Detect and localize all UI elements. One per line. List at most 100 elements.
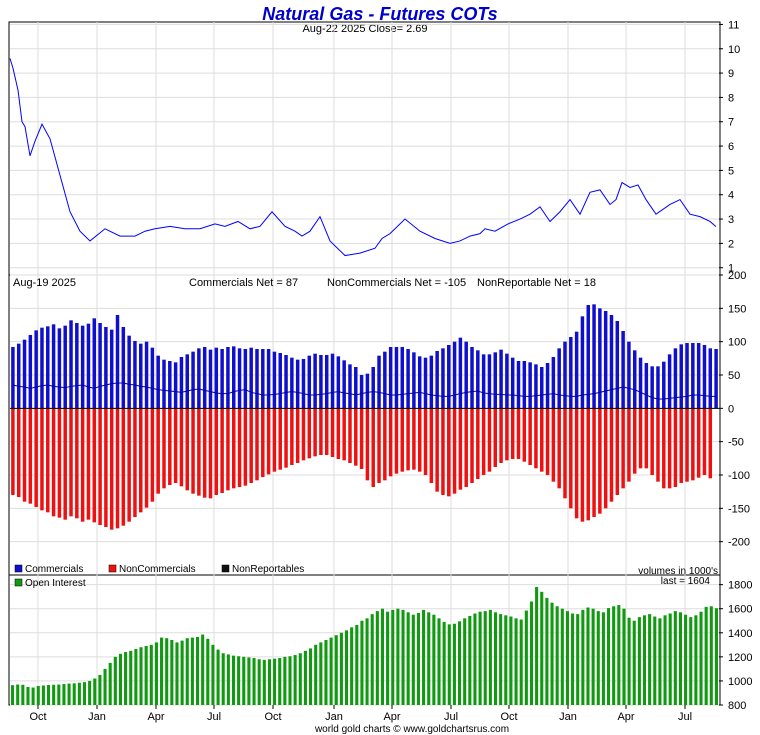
open-interest-bar xyxy=(273,658,277,705)
cot-tick-label-7: -150 xyxy=(728,503,750,515)
chart-title: Natural Gas - Futures COTs xyxy=(262,4,497,24)
price-tick-label-10: 11 xyxy=(728,19,739,31)
noncommercials-bar xyxy=(394,408,399,474)
price-tick-label-2: 3 xyxy=(728,214,734,226)
commercials-bar xyxy=(627,341,631,409)
open-interest-bar xyxy=(57,684,61,705)
price-line xyxy=(9,58,717,257)
noncommercials-bar xyxy=(156,408,160,494)
commercials-bar xyxy=(632,350,637,409)
noncommercials-bar xyxy=(644,408,649,469)
cot-date-label: Aug-19 2025 xyxy=(13,277,76,289)
noncommercials-bar xyxy=(545,408,550,475)
noncommercials-bar xyxy=(487,408,492,472)
open-interest-bar xyxy=(601,612,605,705)
open-interest-bar xyxy=(221,653,225,705)
noncommercials-bar xyxy=(46,408,50,513)
open-interest-bar xyxy=(637,617,641,705)
commercials-bar xyxy=(214,347,219,409)
price-panel xyxy=(8,21,721,276)
open-interest-bar xyxy=(160,637,164,705)
commercials-bar xyxy=(551,357,556,409)
commercials-bar xyxy=(179,357,184,409)
noncommercials-bar xyxy=(685,408,689,482)
commercials-bar xyxy=(231,346,236,409)
open-interest-bar xyxy=(375,611,379,705)
open-interest-bar xyxy=(555,606,559,705)
open-interest-bar xyxy=(560,608,564,705)
noncommercials-bar xyxy=(476,408,480,479)
commercials-bar xyxy=(98,323,102,409)
open-interest-bar xyxy=(391,609,395,705)
noncommercials-bar xyxy=(301,408,306,461)
open-interest-bar xyxy=(129,650,133,705)
open-interest-bar xyxy=(581,609,585,705)
x-tick-label-1: Jan xyxy=(88,711,106,723)
noncommercials-bar xyxy=(51,408,56,517)
noncommercials-bar xyxy=(173,408,178,483)
open-interest-bar xyxy=(283,656,287,705)
noncommercials-bar xyxy=(354,408,358,466)
commercials-bar xyxy=(406,349,410,409)
open-interest-bar xyxy=(632,620,636,705)
noncommercials-bar xyxy=(63,408,67,520)
noncommercials-bar xyxy=(313,408,317,457)
open-interest-bar xyxy=(617,605,621,705)
oi-last-label: last = 1604 xyxy=(661,576,711,587)
noncommercials-bar xyxy=(441,408,445,495)
open-interest-bar xyxy=(237,656,241,705)
open-interest-bar xyxy=(77,682,81,705)
noncommercials-bar xyxy=(516,408,521,459)
open-interest-bar xyxy=(118,653,123,705)
cot-tick-label-4: 0 xyxy=(728,403,734,415)
noncommercials-bar xyxy=(272,408,277,472)
commercials-bar xyxy=(63,325,67,409)
noncommercials-bar xyxy=(598,408,602,514)
noncommercials-bar xyxy=(261,408,265,477)
noncommercials-bar xyxy=(603,408,608,509)
open-interest-bar xyxy=(504,615,508,705)
open-interest-bar xyxy=(344,630,349,705)
nonreportables-net-label: NonReportable Net = 18 xyxy=(477,277,596,289)
commercials-bar xyxy=(545,363,550,409)
noncommercials-bar xyxy=(69,408,73,517)
noncommercials-bar xyxy=(452,408,457,494)
cot-tick-label-3: 50 xyxy=(728,370,740,382)
commercials-bar xyxy=(516,361,521,409)
noncommercials-bar xyxy=(150,408,155,502)
commercials-bar xyxy=(156,355,160,409)
open-interest-bar xyxy=(36,685,40,705)
noncommercials-bar xyxy=(383,408,387,481)
commercials-bar xyxy=(46,326,50,409)
noncommercials-bar xyxy=(551,408,556,482)
commercials-bar xyxy=(383,351,387,409)
price-tick-label-6: 7 xyxy=(728,117,734,129)
commercials-bar xyxy=(278,353,282,409)
legend-swatch-open-interest xyxy=(14,578,23,587)
open-interest-bar xyxy=(678,612,683,705)
noncommercials-bar xyxy=(185,408,189,491)
oi-tick-label-0: 800 xyxy=(728,700,746,712)
open-interest-bar xyxy=(648,614,652,705)
noncommercials-bar xyxy=(168,408,172,485)
commercials-bar xyxy=(266,349,271,409)
price-tick-label-1: 2 xyxy=(728,238,734,250)
open-interest-series xyxy=(11,587,718,705)
x-tick-label-0: Oct xyxy=(29,711,46,723)
noncommercials-bar xyxy=(400,408,405,472)
noncommercials-bar xyxy=(499,408,503,463)
commercials-bar xyxy=(342,360,346,409)
cot-tick-label-5: -50 xyxy=(728,437,744,449)
open-interest-bar xyxy=(540,591,544,705)
noncommercials-bar xyxy=(563,408,567,499)
open-interest-bar xyxy=(267,659,271,705)
commercials-bar xyxy=(708,348,713,409)
noncommercials-bar xyxy=(377,408,381,483)
commercials-bar xyxy=(644,363,649,409)
open-interest-bar xyxy=(432,614,436,705)
open-interest-bar xyxy=(206,638,210,705)
commercials-bar xyxy=(243,349,248,409)
open-interest-bar xyxy=(571,613,575,705)
noncommercials-bar xyxy=(34,408,38,507)
noncommercials-bar xyxy=(40,408,44,511)
